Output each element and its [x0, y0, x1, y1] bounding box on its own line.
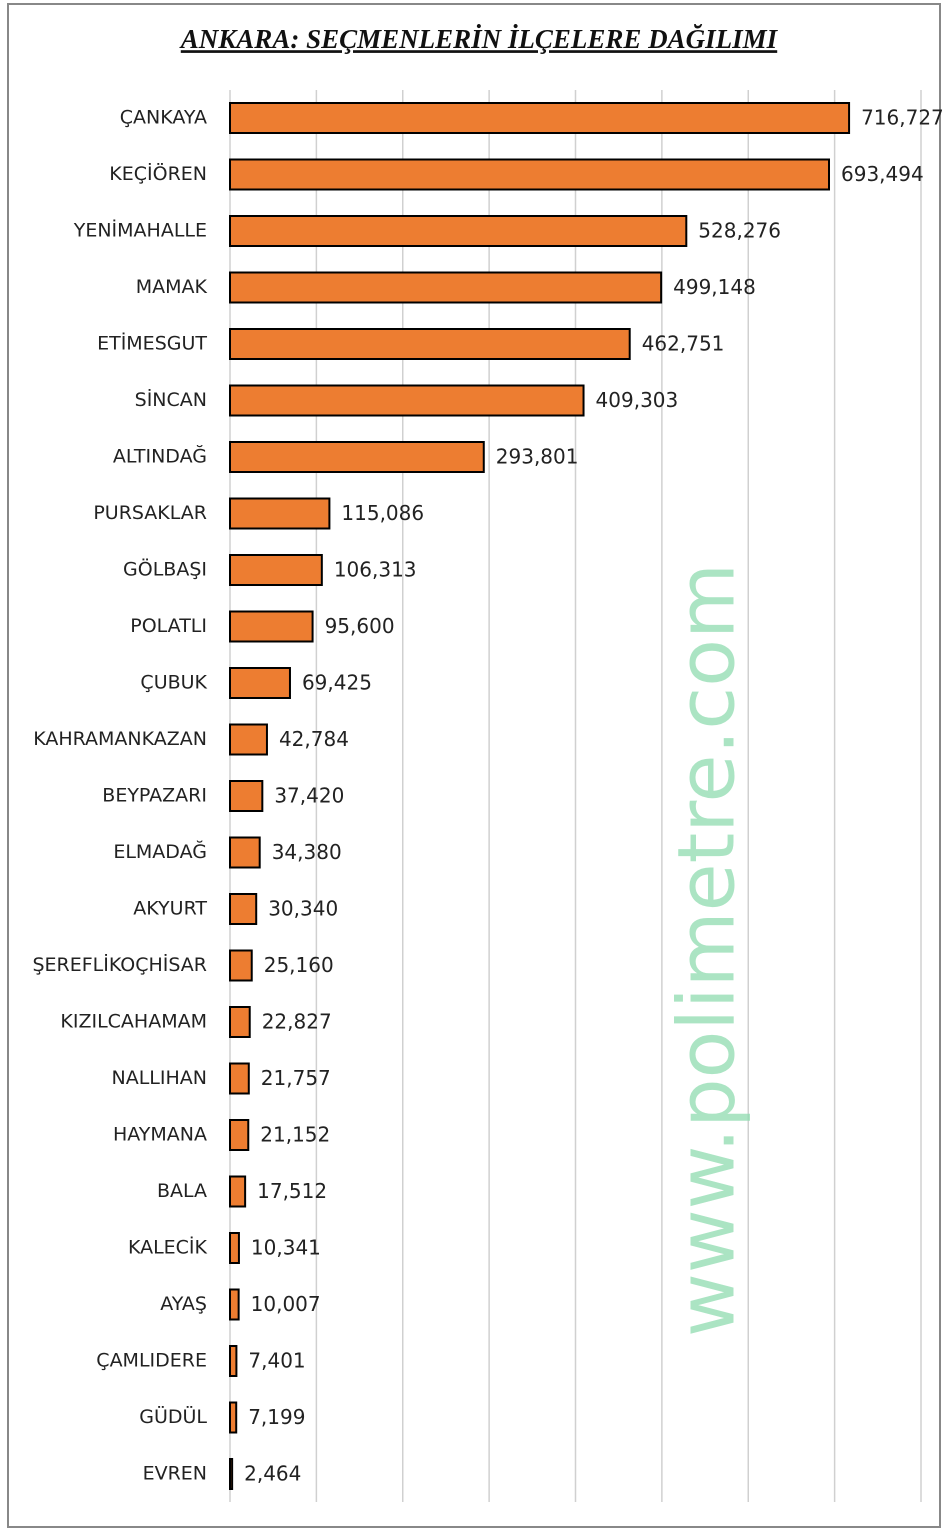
- data-label: 7,401: [248, 1349, 305, 1373]
- data-label: 95,600: [325, 614, 395, 638]
- y-tick-label: ELMADAĞ: [113, 839, 207, 863]
- bar: [229, 384, 585, 417]
- y-tick-label: ALTINDAĞ: [113, 444, 207, 468]
- y-tick-label: BEYPAZARI: [102, 785, 207, 807]
- y-tick-label: ÇANKAYA: [120, 107, 207, 129]
- data-label: 693,494: [841, 162, 924, 186]
- data-label: 293,801: [496, 445, 579, 469]
- y-tick-label: KALECİK: [128, 1236, 208, 1259]
- y-tick-label: SİNCAN: [135, 388, 207, 411]
- data-label: 462,751: [642, 332, 725, 356]
- bar: [229, 1062, 250, 1095]
- data-label: 42,784: [279, 727, 349, 751]
- bar: [229, 667, 291, 699]
- data-label: 37,420: [274, 784, 344, 808]
- data-label: 21,757: [261, 1066, 331, 1090]
- y-tick-label: ETİMESGUT: [97, 332, 207, 355]
- y-tick-label: AYAŞ: [160, 1293, 207, 1315]
- data-label: 17,512: [257, 1179, 327, 1203]
- data-label: 115,086: [341, 501, 424, 525]
- y-tick-label: BALA: [157, 1180, 207, 1202]
- watermark: www.polimetre.com: [662, 563, 752, 1337]
- data-label: 7,199: [248, 1405, 305, 1429]
- data-label: 716,727: [861, 106, 943, 130]
- bar: [229, 441, 485, 473]
- bar: [229, 1458, 234, 1490]
- y-tick-label: ÇAMLIDERE: [96, 1350, 207, 1372]
- chart-title: ANKARA: SEÇMENLERİN İLÇELERE DAĞILIMI: [179, 24, 779, 54]
- data-label: 528,276: [698, 219, 781, 243]
- bar: [229, 328, 631, 360]
- data-label: 30,340: [268, 897, 338, 921]
- bar: [229, 723, 268, 756]
- bar: [229, 215, 688, 247]
- y-tick-label: KIZILCAHAMAM: [60, 1011, 207, 1033]
- bar: [229, 271, 663, 304]
- data-label: 22,827: [262, 1010, 332, 1034]
- y-tick-label: NALLIHAN: [112, 1067, 207, 1089]
- bar: [229, 1175, 247, 1208]
- data-label: 2,464: [244, 1462, 301, 1486]
- y-tick-label: GÖLBAŞI: [123, 558, 207, 581]
- y-tick-label: KAHRAMANKAZAN: [33, 728, 207, 750]
- y-tick-label: ŞEREFLİKOÇHİSAR: [32, 953, 207, 976]
- bar: [229, 1401, 238, 1434]
- bar: [229, 497, 331, 530]
- y-tick-label: EVREN: [143, 1463, 207, 1485]
- bar: [229, 836, 261, 869]
- frame: [7, 3, 941, 1528]
- bar: [229, 1119, 250, 1151]
- bar: [229, 780, 264, 812]
- data-label: 25,160: [264, 953, 334, 977]
- data-label: 21,152: [260, 1123, 330, 1147]
- bar: [229, 893, 258, 925]
- y-tick-label: GÜDÜL: [139, 1405, 207, 1428]
- bar: [229, 158, 831, 191]
- data-label: 10,007: [251, 1292, 321, 1316]
- bar: [229, 102, 851, 134]
- y-tick-label: MAMAK: [136, 276, 208, 298]
- data-label: 106,313: [334, 558, 417, 582]
- bar: [229, 1288, 240, 1321]
- bar: [229, 1345, 238, 1377]
- data-label: 499,148: [673, 275, 756, 299]
- bar: [229, 949, 253, 982]
- y-tick-label: HAYMANA: [113, 1124, 207, 1146]
- data-label: 34,380: [272, 840, 342, 864]
- bar: [229, 1232, 240, 1264]
- data-label: 409,303: [596, 388, 679, 412]
- bar: [229, 610, 314, 643]
- bar: [229, 1006, 251, 1038]
- y-tick-label: YENİMAHALLE: [73, 219, 207, 242]
- data-label: 69,425: [302, 671, 372, 695]
- bar: [229, 554, 323, 586]
- y-tick-label: POLATLI: [130, 615, 207, 637]
- y-tick-label: KEÇİÖREN: [109, 162, 207, 185]
- data-label: 10,341: [251, 1236, 321, 1260]
- y-tick-label: ÇUBUK: [140, 672, 207, 694]
- y-tick-label: AKYURT: [133, 898, 207, 920]
- y-tick-label: PURSAKLAR: [93, 502, 207, 524]
